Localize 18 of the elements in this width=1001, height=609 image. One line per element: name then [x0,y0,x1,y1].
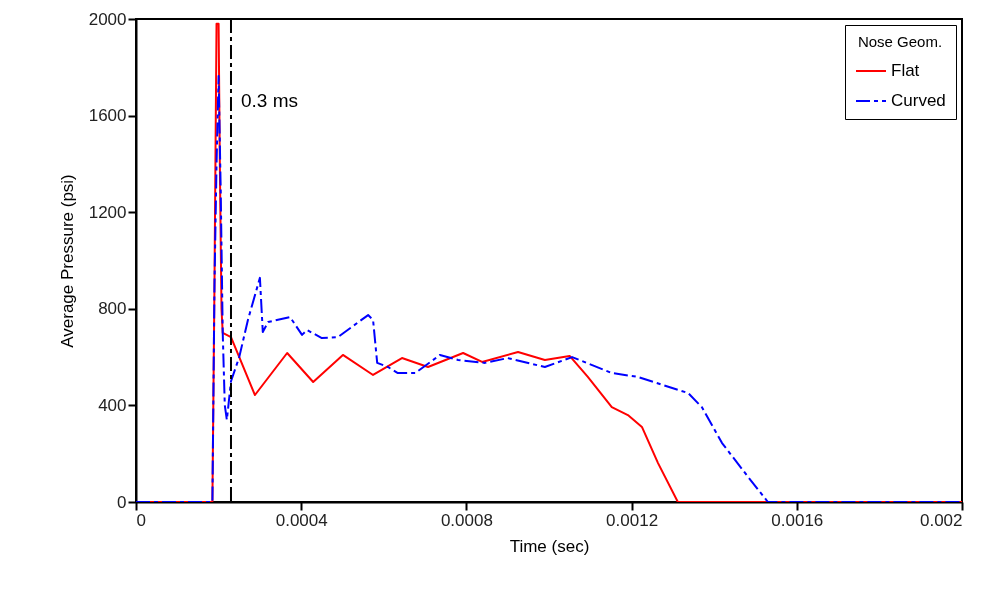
y-tick-label: 800 [98,299,127,319]
x-tick-label: 0.0004 [275,510,328,530]
y-tick-label: 1200 [88,202,127,222]
x-tick-label: 0.0012 [606,510,659,530]
legend-title: Nose Geom. [857,33,943,50]
legend-label: Flat [891,61,920,80]
y-tick-label: 1600 [88,106,127,126]
x-tick-label: 0.002 [919,510,963,530]
y-tick-label: 400 [98,395,127,415]
y-tick-label: 0 [117,492,127,512]
y-axis-title: Average Pressure (psi) [57,174,77,348]
x-tick-label: 0 [136,510,146,530]
x-axis-title: Time (sec) [509,536,590,556]
y-tick-label: 2000 [88,9,127,29]
x-tick-label: 0.0008 [440,510,493,530]
ref-line-label: 0.3 ms [240,90,299,112]
legend-label: Curved [891,91,946,110]
x-tick-label: 0.0016 [771,510,824,530]
